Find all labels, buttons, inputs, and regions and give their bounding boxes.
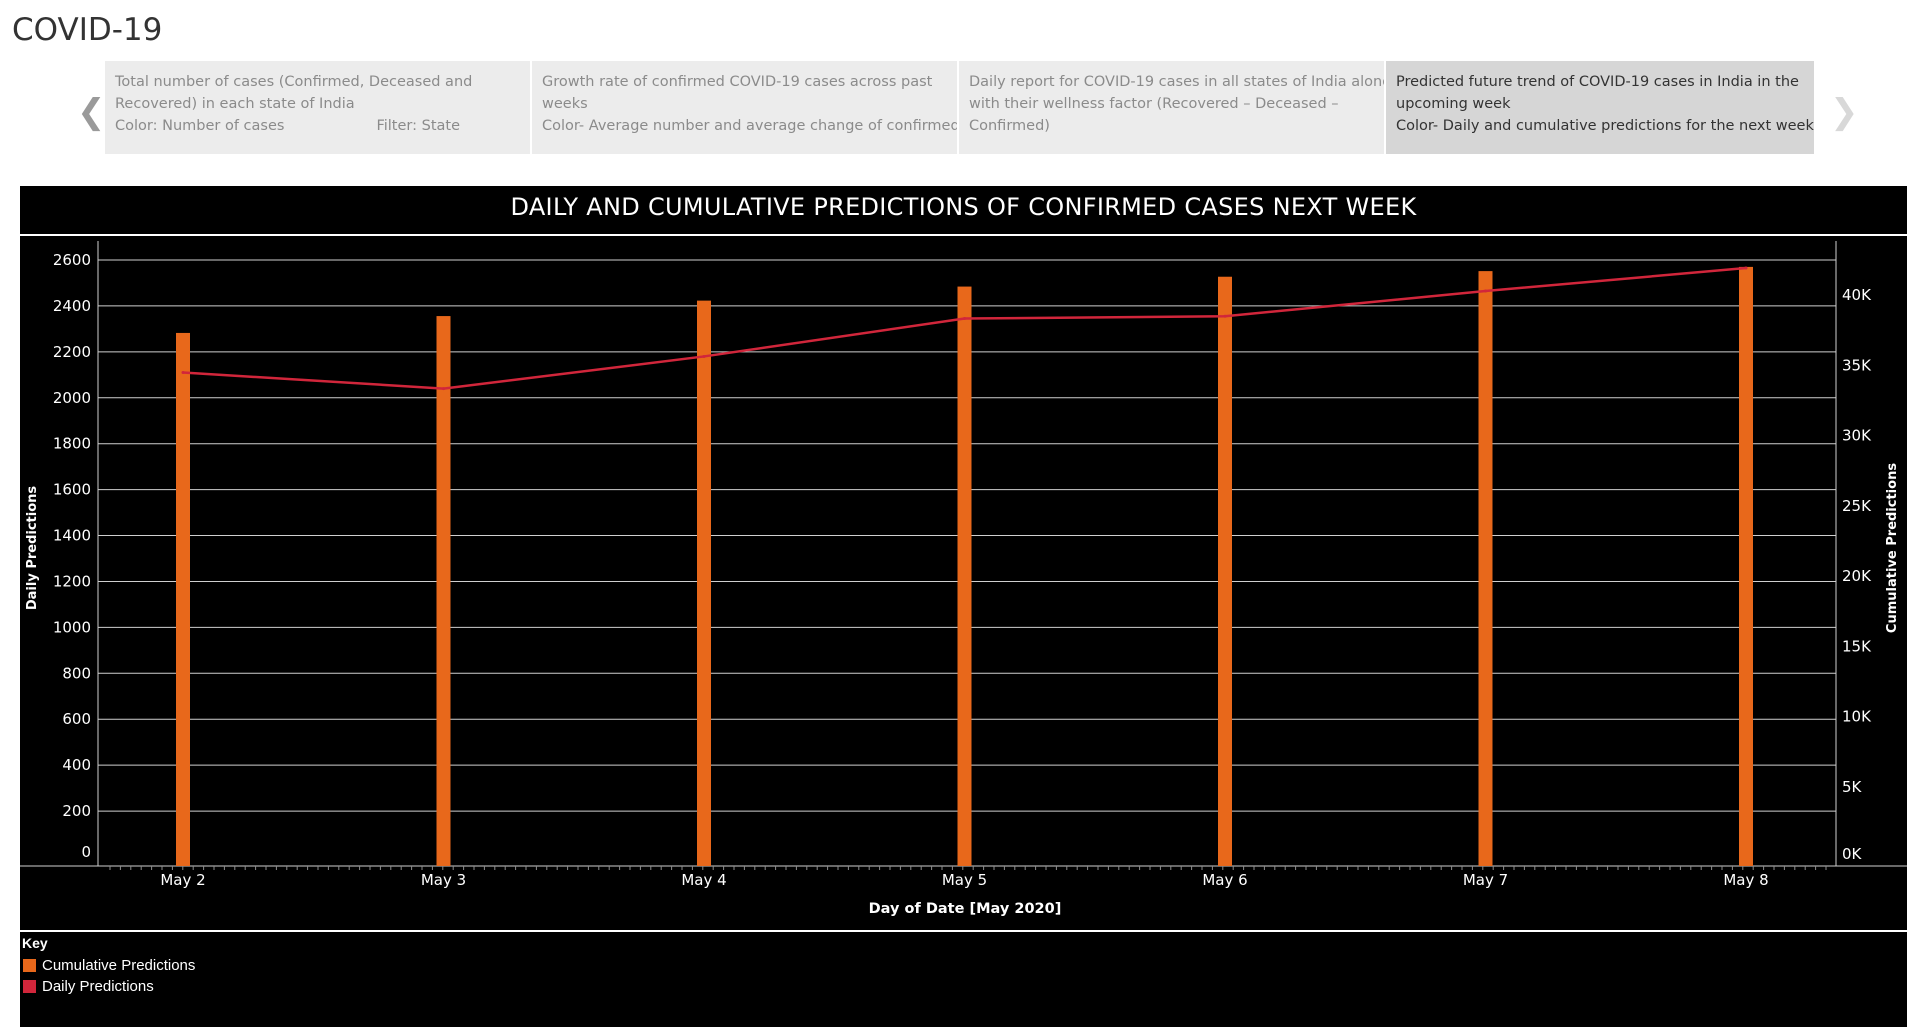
y-tick-label: 0	[81, 843, 91, 861]
story-point-text: Total number of cases (Confirmed, Deceas…	[115, 74, 473, 90]
story-point-predictions[interactable]: Predicted future trend of COVID-19 cases…	[1386, 61, 1816, 154]
y2-tick-label: 15K	[1842, 637, 1872, 655]
y-tick-label: 800	[62, 664, 91, 682]
story-point-text: Growth rate of confirmed COVID-19 cases …	[542, 74, 933, 90]
story-navigator: Total number of cases (Confirmed, Deceas…	[105, 61, 1824, 154]
previous-story-point-icon[interactable]: ❮	[77, 92, 106, 132]
legend-title: Key	[22, 935, 48, 951]
bar	[957, 286, 972, 866]
x-tick-label: May 5	[942, 871, 987, 889]
x-tick-label: May 3	[421, 871, 466, 889]
y2-tick-label: 10K	[1842, 708, 1872, 726]
bar	[1739, 266, 1753, 866]
bar	[1478, 271, 1493, 866]
story-point-color-label: Color: Number of cases	[115, 118, 285, 134]
line-point	[442, 387, 445, 391]
y-tick-label: 400	[62, 756, 91, 774]
y-tick-label: 1200	[53, 572, 91, 590]
y-axis-title: Daily Predictions	[25, 486, 40, 611]
x-tick-label: May 6	[1202, 871, 1247, 889]
bar	[1218, 276, 1232, 866]
legend-swatch-daily	[23, 980, 36, 993]
y-tick-label: 2000	[53, 389, 91, 407]
line-point	[1484, 289, 1487, 293]
y2-axis-title: Cumulative Predictions	[1885, 463, 1900, 633]
story-point-filter-label: Filter: State	[376, 118, 460, 134]
y-tick-label: 1800	[53, 435, 91, 453]
y2-tick-label: 30K	[1842, 427, 1872, 445]
story-point-text: Color- Daily and cumulative predictions …	[1396, 118, 1814, 134]
story-point-text: Confirmed)	[969, 118, 1050, 134]
bar	[697, 300, 711, 866]
chart-title: DAILY AND CUMULATIVE PREDICTIONS OF CONF…	[510, 193, 1417, 221]
story-point-text: Predicted future trend of COVID-19 cases…	[1396, 74, 1799, 90]
y-tick-label: 1000	[53, 618, 91, 636]
line-point	[702, 354, 706, 358]
chart-title-band: DAILY AND CUMULATIVE PREDICTIONS OF CONF…	[20, 186, 1907, 234]
y2-tick-label: 5K	[1842, 778, 1863, 796]
story-point-text: Daily report for COVID-19 cases in all s…	[969, 74, 1386, 90]
x-tick-label: May 7	[1463, 871, 1508, 889]
x-tick-label: May 2	[160, 871, 205, 889]
next-story-point-icon[interactable]: ❯	[1830, 92, 1859, 132]
y-tick-label: 200	[62, 802, 91, 820]
app-title: COVID-19	[12, 12, 163, 48]
y-tick-label: 1600	[53, 481, 91, 499]
y-tick-label: 1400	[53, 527, 91, 545]
y2-tick-label: 20K	[1842, 567, 1872, 585]
line-point	[181, 371, 185, 375]
y-tick-label: 2600	[53, 251, 91, 269]
y-tick-label: 2400	[53, 297, 91, 315]
legend-swatch-cumulative	[23, 959, 36, 972]
y2-tick-label: 0K	[1842, 845, 1863, 863]
legend-item-daily[interactable]: Daily Predictions	[23, 978, 154, 995]
line-point	[1223, 314, 1227, 318]
story-point-growth-rate[interactable]: Growth rate of confirmed COVID-19 cases …	[532, 61, 959, 154]
x-tick-label: May 8	[1723, 871, 1768, 889]
y2-tick-label: 40K	[1842, 286, 1872, 304]
story-point-text: weeks	[542, 96, 588, 112]
legend-item-cumulative[interactable]: Cumulative Predictions	[23, 957, 195, 974]
story-point-case-totals[interactable]: Total number of cases (Confirmed, Deceas…	[105, 61, 532, 154]
legend: Key Cumulative Predictions Daily Predict…	[20, 932, 1907, 1027]
line-point	[963, 317, 966, 321]
y2-tick-label: 25K	[1842, 497, 1872, 515]
y-tick-label: 2200	[53, 343, 91, 361]
story-point-text: with their wellness factor (Recovered – …	[969, 96, 1339, 112]
y2-tick-label: 35K	[1842, 356, 1872, 374]
story-point-daily-report[interactable]: Daily report for COVID-19 cases in all s…	[959, 61, 1386, 154]
story-point-text: Recovered) in each state of India	[115, 96, 355, 112]
bar	[176, 332, 190, 866]
x-tick-label: May 4	[681, 871, 726, 889]
legend-label-cumulative: Cumulative Predictions	[42, 957, 196, 974]
bar	[436, 316, 451, 866]
story-point-text: upcoming week	[1396, 96, 1511, 112]
y-tick-label: 600	[62, 710, 91, 728]
story-point-text: Color- Average number and average change…	[542, 118, 959, 134]
legend-label-daily: Daily Predictions	[42, 978, 154, 995]
x-axis-title: Day of Date [May 2020]	[869, 901, 1062, 917]
line-point	[1744, 266, 1748, 270]
